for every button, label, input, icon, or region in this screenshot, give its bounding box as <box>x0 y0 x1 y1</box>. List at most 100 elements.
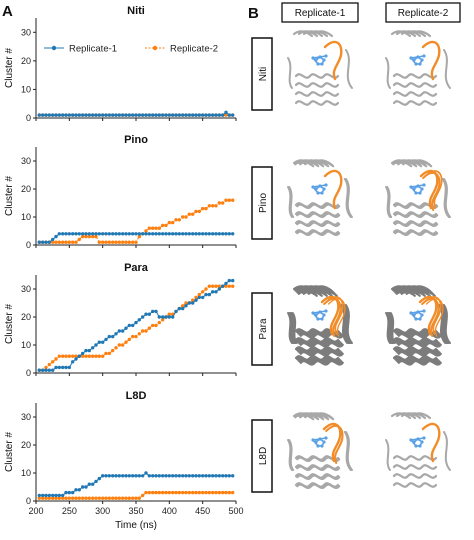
data-point <box>174 113 178 117</box>
data-point <box>114 113 118 117</box>
protein-structure-2-1 <box>287 159 353 236</box>
data-point <box>147 490 151 495</box>
legend-marker <box>51 45 57 51</box>
data-point <box>144 229 148 233</box>
data-point <box>117 343 122 347</box>
data-point <box>201 295 205 300</box>
data-point <box>194 209 198 214</box>
data-point <box>77 488 82 492</box>
column-header-2-label: Replicate-2 <box>398 8 449 19</box>
data-point <box>144 113 148 117</box>
data-point <box>54 234 58 239</box>
data-point <box>81 496 85 500</box>
data-point <box>221 490 225 495</box>
series-1 <box>37 110 235 117</box>
data-point <box>127 337 131 342</box>
data-point <box>97 240 102 244</box>
data-point <box>147 232 151 236</box>
data-point <box>151 226 155 230</box>
data-point <box>64 113 68 117</box>
data-point <box>227 198 231 202</box>
data-point <box>94 479 98 484</box>
panel-a-label: A <box>2 3 13 20</box>
data-point <box>117 474 122 478</box>
data-point <box>224 284 228 288</box>
series-1 <box>37 471 235 498</box>
data-point <box>231 113 235 117</box>
data-point <box>81 113 85 117</box>
data-point <box>207 284 211 288</box>
data-point <box>191 232 195 236</box>
data-point <box>144 490 148 495</box>
data-point <box>51 368 55 372</box>
data-point <box>101 340 105 344</box>
data-point <box>54 357 58 361</box>
data-point <box>127 240 131 244</box>
data-point <box>204 232 208 236</box>
data-point <box>117 240 122 244</box>
y-tick-label: 30 <box>21 156 31 166</box>
data-point <box>111 113 115 117</box>
data-point <box>54 113 58 117</box>
data-point <box>147 113 151 117</box>
protein-structure-1-1 <box>287 30 353 106</box>
data-point <box>44 368 48 372</box>
data-point <box>41 496 45 500</box>
data-point <box>41 493 45 498</box>
data-point <box>61 232 65 236</box>
data-point <box>137 474 141 478</box>
data-point <box>151 474 155 478</box>
data-point <box>177 306 181 311</box>
data-point <box>91 482 95 486</box>
data-point <box>134 496 138 500</box>
data-point <box>231 284 235 288</box>
data-point <box>194 490 198 495</box>
data-point <box>194 113 198 117</box>
series-line <box>39 285 233 371</box>
data-point <box>207 490 211 495</box>
data-point <box>204 292 208 297</box>
data-point <box>231 490 235 495</box>
data-point <box>184 474 188 478</box>
data-point <box>164 232 168 236</box>
data-point <box>97 496 102 500</box>
data-point <box>181 232 185 236</box>
data-point <box>151 232 155 236</box>
data-point <box>154 490 158 495</box>
data-point <box>197 209 201 214</box>
y-tick-label: 20 <box>21 312 31 322</box>
data-point <box>37 368 41 372</box>
data-point <box>214 204 218 208</box>
data-point <box>101 113 105 117</box>
data-point <box>141 315 145 319</box>
data-point <box>87 482 92 486</box>
data-point <box>134 474 138 478</box>
data-point <box>197 113 201 117</box>
data-point <box>124 232 128 236</box>
data-point <box>187 212 191 216</box>
data-point <box>187 490 191 495</box>
data-point <box>164 490 168 495</box>
data-point <box>97 476 102 481</box>
protein-structure-3-1 <box>287 285 353 366</box>
x-tick-label: 500 <box>228 506 243 516</box>
data-point <box>211 490 215 495</box>
data-point <box>77 354 82 358</box>
data-point <box>161 490 165 495</box>
data-point <box>167 315 171 319</box>
data-point <box>201 490 205 495</box>
data-point <box>161 232 165 236</box>
x-tick-label: 450 <box>195 506 210 516</box>
data-point <box>214 232 218 236</box>
data-point <box>134 334 138 339</box>
data-point <box>194 298 198 302</box>
panel-b-label: B <box>248 5 259 22</box>
data-point <box>64 232 68 236</box>
data-point <box>51 493 55 498</box>
data-point <box>224 490 228 495</box>
data-point <box>201 474 205 478</box>
data-point <box>117 496 122 500</box>
y-tick-label: 10 <box>21 468 31 478</box>
data-point <box>104 351 108 356</box>
